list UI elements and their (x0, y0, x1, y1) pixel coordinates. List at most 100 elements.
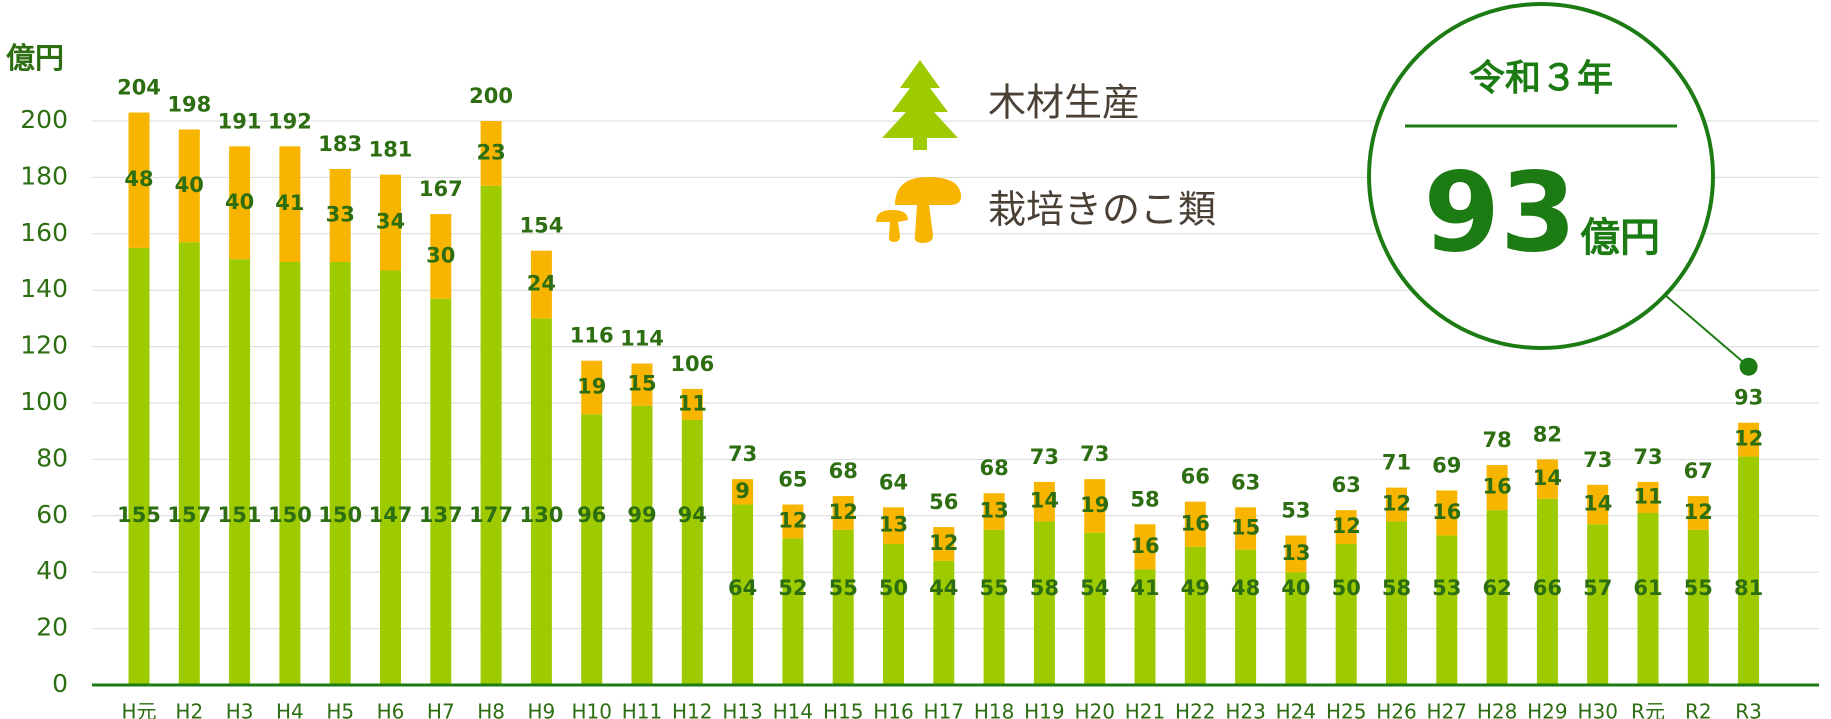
value-label: 155 (117, 503, 161, 527)
value-label: 16 (1181, 511, 1210, 535)
total-label: 63 (1231, 470, 1260, 494)
x-tick-label: H27 (1427, 700, 1468, 719)
bar-segment (229, 146, 251, 260)
bar-segment (681, 388, 703, 420)
total-label: 64 (879, 470, 908, 494)
total-label: 69 (1432, 453, 1461, 477)
callout-unit: 億円 (1580, 215, 1660, 261)
bar-segment (178, 129, 200, 243)
bar-segment (1486, 465, 1508, 511)
x-tick-label: H3 (226, 700, 254, 719)
bar-segment (1235, 549, 1257, 685)
bar-segment (1084, 479, 1106, 533)
plot: 02040608010012014016018020015548204H元157… (20, 76, 1819, 719)
x-tick-label: H17 (924, 700, 965, 719)
x-tick-label: H25 (1326, 700, 1367, 719)
bar-segment (631, 363, 653, 406)
callout-pointer (1664, 294, 1750, 368)
x-tick-label: H4 (276, 700, 304, 719)
bar-segment (1184, 546, 1206, 685)
bar-segment (1738, 422, 1760, 457)
bar-segment (480, 185, 502, 686)
value-label: 15 (1231, 515, 1260, 539)
value-label: 55 (979, 576, 1008, 600)
bar-segment (933, 560, 955, 685)
value-label: 57 (1583, 576, 1612, 600)
total-label: 198 (167, 92, 211, 116)
value-label: 13 (1281, 541, 1310, 565)
x-tick-label: H26 (1376, 700, 1417, 719)
total-label: 200 (469, 84, 513, 108)
total-label: 68 (829, 459, 858, 483)
bar-segment (279, 262, 301, 685)
bar-segment (883, 507, 904, 544)
total-label: 67 (1684, 459, 1713, 483)
bar-segment (581, 360, 603, 415)
value-label: 16 (1432, 500, 1461, 524)
value-label: 53 (1432, 576, 1461, 600)
x-tick-label: H20 (1074, 700, 1115, 719)
total-label: 204 (117, 76, 161, 100)
bar-segment (1285, 535, 1307, 573)
x-tick-label: H12 (672, 700, 713, 719)
y-tick-label: 200 (20, 105, 68, 134)
bar-segment (1436, 535, 1458, 685)
mushroom-icon (876, 177, 961, 243)
x-tick-label: H元 (121, 700, 156, 719)
bar-segment (128, 247, 150, 685)
x-tick-label: H16 (873, 700, 914, 719)
value-label: 99 (627, 503, 656, 527)
x-tick-label: H15 (823, 700, 864, 719)
total-label: 93 (1734, 386, 1763, 410)
value-label: 64 (728, 576, 757, 600)
value-label: 23 (476, 140, 505, 164)
bar-segment (933, 527, 955, 561)
bar-segment (581, 414, 603, 685)
value-label: 40 (175, 173, 204, 197)
x-tick-label: H28 (1477, 700, 1518, 719)
y-tick-label: 60 (36, 500, 68, 529)
total-label: 73 (728, 442, 757, 466)
x-tick-label: H14 (773, 700, 814, 719)
x-tick-label: H30 (1577, 700, 1618, 719)
y-tick-label: 160 (20, 218, 68, 247)
bar-segment (983, 493, 1005, 530)
value-label: 157 (167, 503, 211, 527)
bar-segment (1134, 569, 1156, 685)
x-tick-label: H24 (1276, 700, 1317, 719)
callout: 令和３年 93 億円 (1367, 2, 1715, 350)
callout-title: 令和３年 (1469, 58, 1613, 99)
bar-segment (279, 146, 301, 262)
x-tick-label: R2 (1685, 700, 1712, 719)
value-label: 12 (929, 531, 958, 555)
value-label: 52 (778, 576, 807, 600)
bar-segment (782, 504, 804, 539)
value-label: 14 (1030, 489, 1059, 513)
bar-segment (1335, 544, 1357, 685)
value-label: 14 (1533, 466, 1562, 490)
value-label: 58 (1382, 576, 1411, 600)
bar-segment (631, 405, 653, 685)
bar-segment (229, 259, 251, 685)
bar-segment (329, 262, 351, 685)
value-label: 150 (268, 503, 312, 527)
bar-segment (883, 544, 904, 685)
bar-segment (178, 242, 200, 685)
value-label: 147 (369, 503, 413, 527)
bar-segment (782, 538, 804, 685)
total-label: 191 (218, 109, 262, 133)
bar-segment (832, 529, 854, 685)
y-tick-label: 140 (20, 274, 68, 303)
x-tick-label: H13 (722, 700, 763, 719)
value-label: 33 (326, 202, 355, 226)
y-tick-label: 180 (20, 161, 68, 190)
bar-segment (1184, 501, 1206, 547)
bar-segment (480, 121, 502, 186)
y-tick-label: 100 (20, 387, 68, 416)
value-label: 94 (678, 503, 707, 527)
value-label: 66 (1533, 576, 1562, 600)
value-label: 12 (778, 508, 807, 532)
total-label: 73 (1030, 445, 1059, 469)
bar-segment (1637, 481, 1659, 513)
